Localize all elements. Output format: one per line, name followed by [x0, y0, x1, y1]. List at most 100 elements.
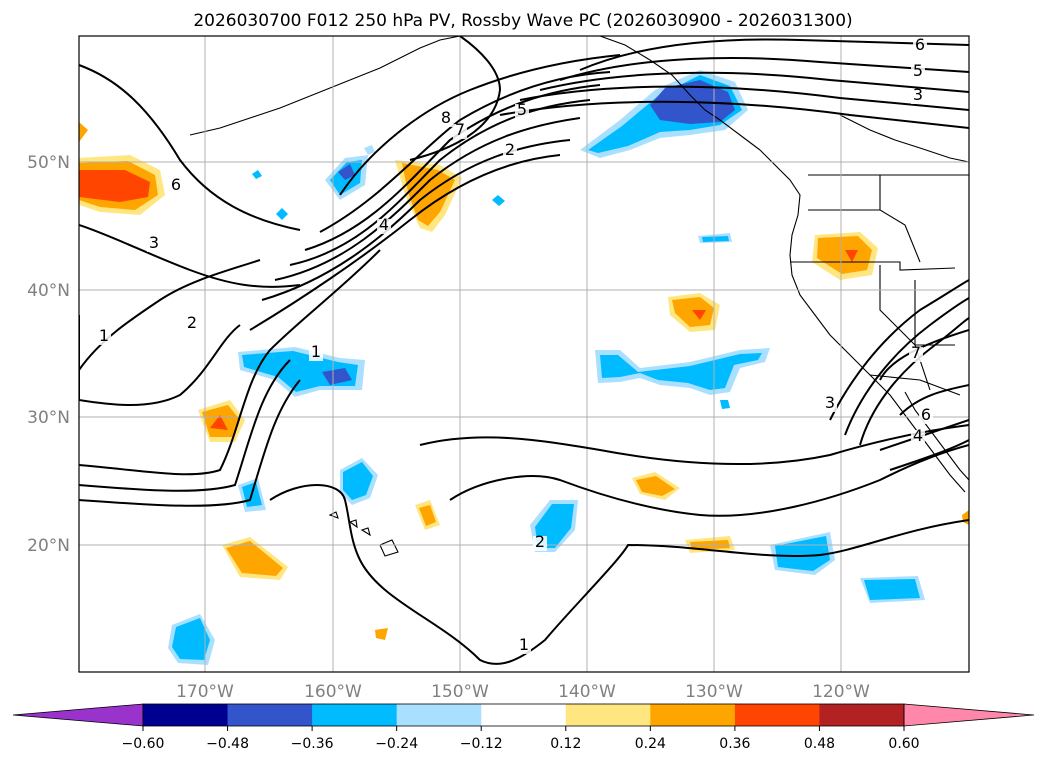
contour-1-main [79, 249, 381, 476]
contour-jet-2 [249, 154, 561, 331]
contour-label-bg [911, 65, 925, 80]
contour-1-south [269, 484, 969, 665]
colorbar-tick-label: 0.12 [550, 736, 581, 752]
colorbar-tick-label: −0.60 [122, 736, 165, 752]
contour-label-bg [919, 409, 933, 424]
contour-label-bg [911, 430, 925, 445]
contour-label: 6 [921, 405, 931, 424]
contour-label: 3 [825, 393, 835, 412]
map-background [79, 36, 969, 672]
bc-coast [759, 149, 801, 216]
contour-se-5 [859, 317, 969, 446]
state-border-id [879, 175, 921, 263]
colorbar-tick-label: 0.48 [804, 736, 835, 752]
lat-label: 30°N [27, 408, 70, 428]
lon-label: 120°W [812, 682, 870, 702]
colorbar-tick-label: 0.36 [719, 736, 750, 752]
contour-jet-8 [339, 54, 621, 196]
contour-label: 1 [311, 342, 321, 361]
contour-jet-3 [261, 139, 571, 301]
positive-anomaly-38n [668, 293, 720, 332]
contour-1-c [79, 379, 301, 507]
pv-contours [79, 36, 969, 665]
colorbar-segment [227, 704, 313, 726]
lon-label: 150°W [431, 682, 489, 702]
contour-west-6 [79, 64, 301, 231]
colorbar-extend-low [12, 703, 144, 727]
contour-label: 2 [187, 313, 197, 332]
contour-label: 8 [441, 108, 451, 127]
colorbar-segment [396, 704, 482, 726]
lon-label: 160°W [304, 682, 362, 702]
hawaii-4 [360, 527, 371, 537]
contour-jet-7 [319, 71, 611, 233]
map-frame [78, 35, 970, 673]
alaska-aleutians [189, 36, 461, 136]
contour-label: 2 [535, 532, 545, 551]
contour-label-bg [97, 330, 111, 345]
latitude-labels: 50°N 40°N 30°N 20°N [27, 153, 70, 556]
contour-1-mid [419, 424, 969, 466]
colorbar-segment [312, 704, 398, 726]
contour-west-2 [79, 315, 241, 406]
lon-label: 140°W [558, 682, 616, 702]
colorbar-segment [481, 704, 567, 726]
negative-anomaly-misc [168, 145, 925, 665]
contour-jet-5 [289, 99, 591, 266]
contour-label-bg [909, 347, 923, 362]
colorbar-tick-label: −0.24 [375, 736, 418, 752]
state-border-ca-or [790, 261, 956, 271]
colorbar-segment [650, 704, 736, 726]
contour-alaska-loop [409, 36, 502, 161]
negative-anomaly-160w [325, 155, 368, 200]
contour-2-south [449, 444, 969, 517]
state-border-az [914, 280, 955, 346]
contour-se-6 [899, 384, 969, 416]
positive-anomaly-california [812, 232, 878, 280]
contour-label: 2 [505, 140, 515, 159]
contour-label-bg [439, 112, 453, 127]
lat-label: 20°N [27, 536, 70, 556]
negative-anomaly-140w-130w [595, 348, 770, 395]
hawaii-3 [379, 539, 399, 557]
map-area [79, 36, 969, 672]
colorbar-segment [819, 704, 905, 726]
contour-label: 3 [149, 233, 159, 252]
contour-jet-4 [274, 117, 581, 281]
contour-label: 1 [99, 326, 109, 345]
colorbar-tick-label: 0.60 [888, 736, 919, 752]
lon-label: 130°W [685, 682, 743, 702]
colorbar-tick-label: −0.48 [206, 736, 249, 752]
lat-label: 40°N [27, 281, 70, 301]
contour-north-5 [559, 56, 969, 81]
lat-label: 50°N [27, 153, 70, 173]
contour-label: 4 [913, 426, 923, 445]
contour-label-bg [169, 179, 183, 194]
hawaii-2 [348, 519, 358, 529]
contour-label-bg [309, 346, 323, 361]
colorbar-segment [143, 704, 229, 726]
contour-1-b [79, 359, 291, 492]
contour-north-3 [519, 85, 969, 111]
contour-label-bg [517, 639, 531, 654]
canada-interior [839, 114, 969, 163]
contour-label: 7 [911, 343, 921, 362]
contour-label: 6 [915, 35, 925, 54]
colorbar-segment [734, 704, 820, 726]
contour-se-3 [829, 279, 969, 421]
colorbar: −0.60 −0.48 −0.36 −0.24 −0.12 0.12 0.24 0.36 0.4… [12, 703, 1035, 752]
contour-west-3 [79, 224, 301, 288]
colorbar-tick-label: −0.36 [291, 736, 334, 752]
contour-label: 6 [171, 175, 181, 194]
contour-label-bg [823, 397, 837, 412]
contour-label-bg [515, 104, 529, 119]
contour-label: 7 [455, 120, 465, 139]
alaska-panhandle [599, 36, 761, 151]
contour-se-4 [844, 297, 969, 436]
contour-label-bg [377, 219, 391, 234]
contour-label: 1 [519, 635, 529, 654]
colorbar-extend-high [903, 703, 1035, 727]
map-title: 2026030700 F012 250 hPa PV, Rossby Wave … [193, 11, 852, 31]
